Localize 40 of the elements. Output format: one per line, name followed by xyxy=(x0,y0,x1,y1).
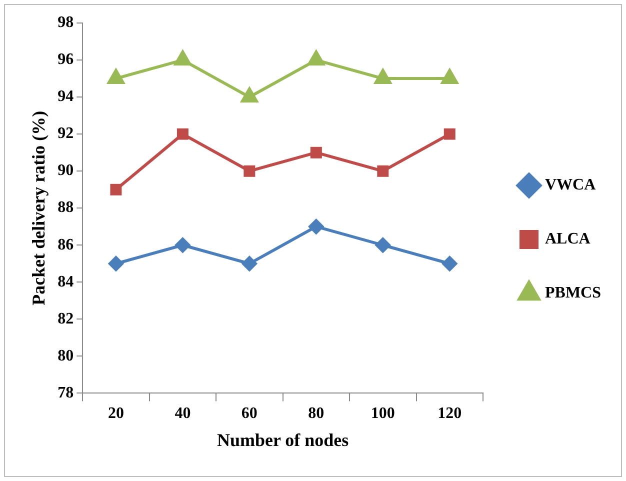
point xyxy=(374,69,392,84)
y-tick-label: 80 xyxy=(58,347,74,364)
point xyxy=(241,88,258,103)
point xyxy=(308,219,324,234)
legend-label: PBMCS xyxy=(545,284,602,302)
y-tick-label: 88 xyxy=(58,199,74,216)
point xyxy=(174,50,192,66)
y-tick-label: 84 xyxy=(58,273,74,290)
x-tick-label: 80 xyxy=(308,404,324,422)
point xyxy=(377,165,389,177)
x-tick-label: 40 xyxy=(174,404,191,422)
point xyxy=(442,256,458,272)
y-tick-label: 78 xyxy=(58,384,74,402)
point xyxy=(375,238,390,253)
x-axis-title: Number of nodes xyxy=(216,430,349,450)
point xyxy=(175,238,190,253)
legend-label: VWCA xyxy=(545,176,596,194)
point xyxy=(108,69,124,84)
y-tick-label: 92 xyxy=(58,125,74,142)
y-tick-label: 96 xyxy=(58,51,74,68)
point xyxy=(444,128,456,140)
x-tick-label: 20 xyxy=(108,404,124,422)
point xyxy=(242,256,257,272)
point xyxy=(441,69,458,84)
point xyxy=(110,184,122,196)
legend-label: ALCA xyxy=(545,230,591,248)
y-tick-label: 98 xyxy=(58,14,74,32)
point xyxy=(176,128,188,140)
y-tick-label: 94 xyxy=(58,88,74,106)
point xyxy=(244,165,256,177)
point xyxy=(310,146,322,158)
y-tick-label: 82 xyxy=(58,310,74,328)
point xyxy=(308,50,325,66)
y-axis-title: Packet delivery ratio (%) xyxy=(28,110,48,306)
point xyxy=(108,256,124,272)
x-tick-label: 100 xyxy=(370,404,395,422)
y-tick-label: 90 xyxy=(58,162,74,180)
x-tick-label: 120 xyxy=(438,404,462,422)
y-tick-label: 86 xyxy=(58,236,74,254)
x-tick-label: 60 xyxy=(241,404,258,422)
